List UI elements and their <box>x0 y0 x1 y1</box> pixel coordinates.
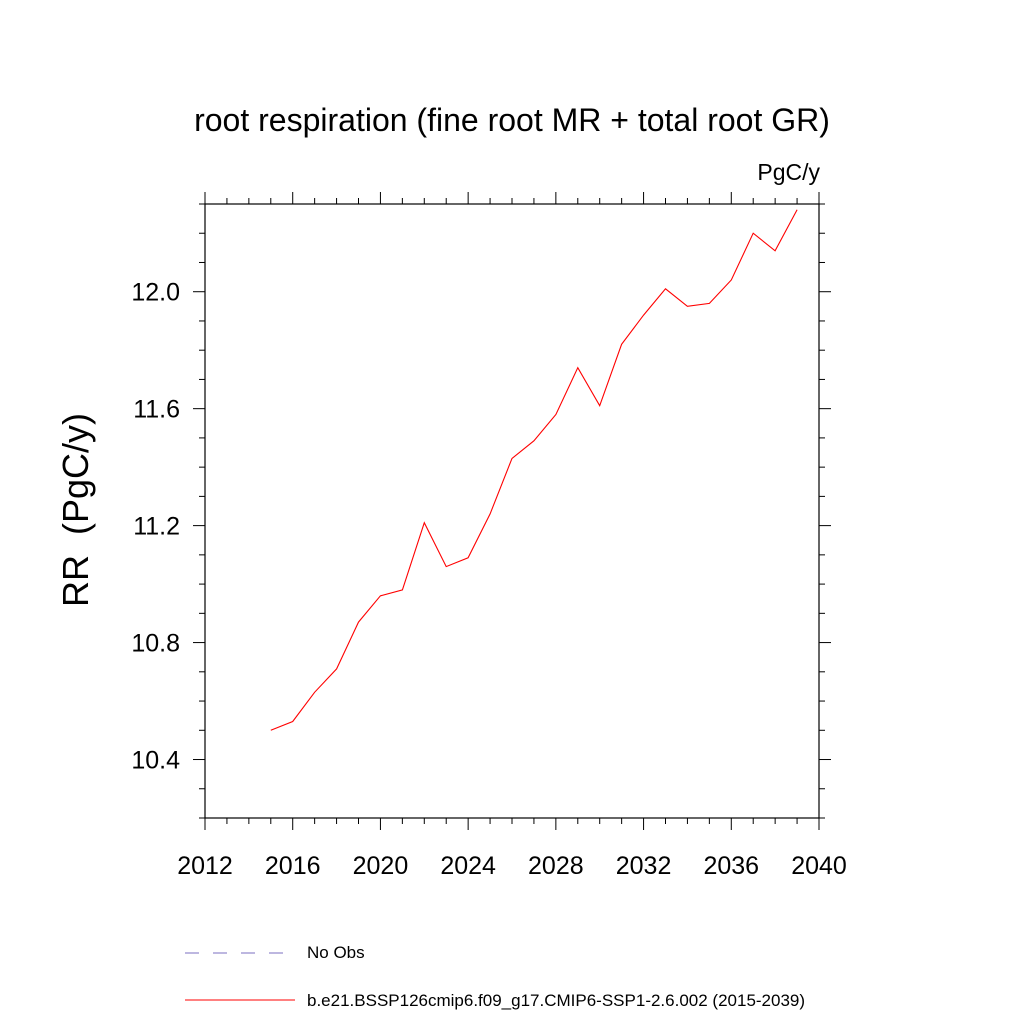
data-point <box>642 314 645 317</box>
legend-label-model-run: b.e21.BSSP126cmip6.f09_g17.CMIP6-SSP1-2.… <box>307 991 806 1010</box>
x-tick-label: 2028 <box>528 852 584 880</box>
data-point <box>620 343 623 346</box>
legend <box>185 952 295 1001</box>
data-point <box>291 720 294 723</box>
series-line <box>270 209 798 731</box>
x-tick-label: 2036 <box>703 852 759 880</box>
axis-ticks <box>193 192 831 830</box>
x-tick-label: 2012 <box>177 852 233 880</box>
x-tick-label: 2032 <box>616 852 672 880</box>
tick-labels: 2012 2016 2020 2024 2028 2032 2036 2040 10.4 10.8… <box>131 279 846 880</box>
plot-frame <box>204 203 820 819</box>
data-point <box>554 413 557 416</box>
data-point <box>730 279 733 282</box>
y-tick-label: 11.2 <box>133 513 180 541</box>
data-point <box>708 302 711 305</box>
units-label: PgC/y <box>757 159 820 185</box>
y-tick-label: 12.0 <box>131 279 180 307</box>
data-point <box>664 287 667 290</box>
data-point <box>401 588 404 591</box>
data-point <box>423 521 426 524</box>
data-point <box>489 512 492 515</box>
data-point <box>532 439 535 442</box>
x-tick-label: 2016 <box>265 852 321 880</box>
data-point <box>796 208 799 211</box>
x-tick-label: 2040 <box>791 852 847 880</box>
data-point <box>774 249 777 252</box>
y-tick-label: 10.8 <box>131 630 180 658</box>
legend-label-no-obs: No Obs <box>307 943 365 962</box>
data-point <box>357 621 360 624</box>
data-point <box>335 667 338 670</box>
x-tick-label: 2020 <box>353 852 409 880</box>
data-point <box>379 594 382 597</box>
x-tick-label: 2024 <box>440 852 496 880</box>
data-point <box>445 565 448 568</box>
data-point <box>269 729 272 732</box>
data-point <box>576 366 579 369</box>
data-series <box>269 208 799 732</box>
data-point <box>752 232 755 235</box>
data-point <box>511 457 514 460</box>
data-point <box>467 556 470 559</box>
chart-title: root respiration (fine root MR + total r… <box>194 102 830 138</box>
y-tick-label: 11.6 <box>133 396 180 424</box>
y-tick-label: 10.4 <box>131 747 180 775</box>
data-point <box>598 404 601 407</box>
data-point <box>313 691 316 694</box>
data-point <box>686 305 689 308</box>
